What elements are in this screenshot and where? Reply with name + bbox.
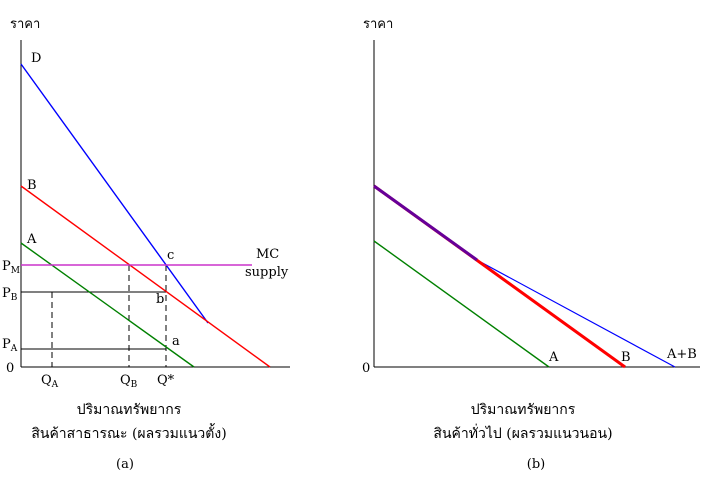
panel-a-origin-label: 0 bbox=[6, 361, 14, 376]
curve-label-b: B bbox=[27, 178, 37, 193]
panel-b-label-a: A bbox=[548, 350, 559, 365]
quantity-label-qstar: Q* bbox=[157, 373, 175, 388]
price-label-pm: PM bbox=[2, 259, 20, 276]
price-label-pb: PB bbox=[2, 286, 18, 303]
panel-b-y-axis-label: ราคา bbox=[363, 17, 393, 32]
panel-a-y-axis-label: ราคา bbox=[10, 17, 40, 32]
curve-label-a: A bbox=[26, 232, 37, 247]
demand-curve-a-b bbox=[373, 240, 550, 368]
quantity-label-qa: QA bbox=[41, 373, 59, 390]
panel-a-label: (a) bbox=[116, 457, 134, 472]
quantity-label-qb: QB bbox=[120, 373, 138, 390]
panel-b-label-b: B bbox=[621, 350, 631, 365]
panel-b-label-ab: A+B bbox=[666, 347, 697, 362]
point-label-a: a bbox=[172, 334, 180, 349]
demand-curve-sum bbox=[373, 185, 676, 368]
point-label-c: c bbox=[167, 248, 174, 263]
panel-a-caption-line1: ปริมาณทรัพยากร bbox=[77, 402, 182, 418]
panel-b-caption-line1: ปริมาณทรัพยากร bbox=[471, 402, 576, 418]
demand-curve-b bbox=[20, 185, 271, 368]
mc-label: MC bbox=[256, 247, 279, 262]
supply-label: supply bbox=[245, 265, 289, 280]
curve-label-d: D bbox=[31, 51, 41, 66]
overlap-segment bbox=[373, 184, 478, 262]
demand-curve-d bbox=[20, 63, 209, 324]
panel-b-origin-label: 0 bbox=[362, 361, 370, 376]
point-label-b: b bbox=[156, 292, 164, 307]
panel-a: ราคา 0 D B A MC supply c b a PM PB PA QA… bbox=[2, 17, 290, 472]
panel-a-caption-line2: สินค้าสาธารณะ (ผลรวมแนวตั้ง) bbox=[31, 423, 226, 442]
price-label-pa: PA bbox=[2, 337, 18, 354]
panel-b-caption-line2: สินค้าทั่วไป (ผลรวมแนวนอน) bbox=[433, 424, 612, 442]
demand-curve-a bbox=[20, 242, 195, 368]
panel-b-label: (b) bbox=[527, 457, 545, 472]
panel-b: ราคา 0 A B A+B ปริมาณทรัพยากร สินค้าทั่ว… bbox=[362, 17, 700, 472]
